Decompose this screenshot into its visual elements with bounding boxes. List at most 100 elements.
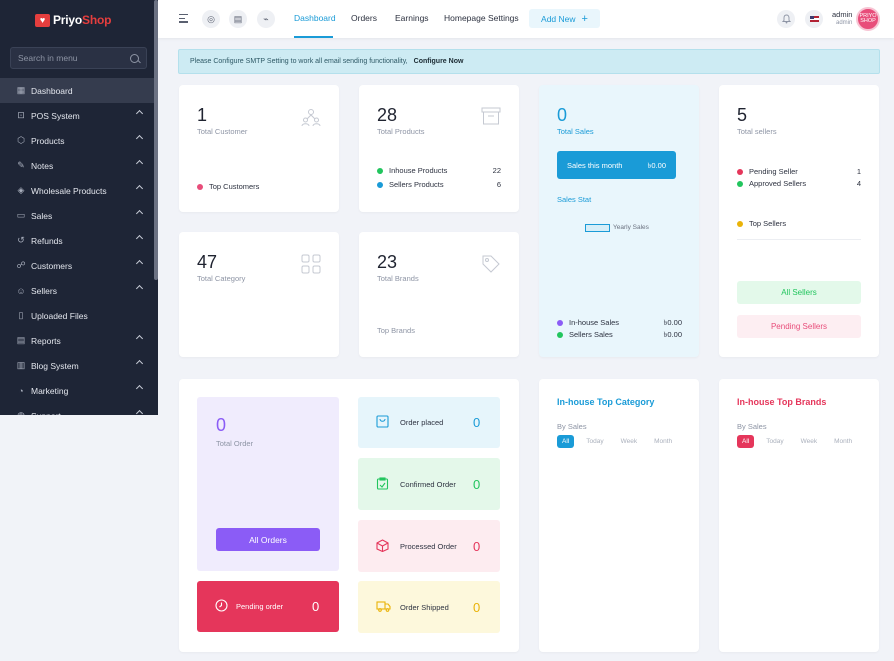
sellers-products-row[interactable]: Sellers Products xyxy=(377,180,444,189)
chevron-up-icon[interactable] xyxy=(135,384,144,393)
nav-earnings[interactable]: Earnings xyxy=(395,13,429,23)
alert-message: Please Configure SMTP Setting to work al… xyxy=(190,58,408,65)
language-flag-icon[interactable] xyxy=(805,10,823,28)
logo-heart-icon: ♥ xyxy=(35,13,50,27)
order-placed-value: 0 xyxy=(473,415,481,430)
top-sellers-row[interactable]: Top Sellers xyxy=(737,219,786,228)
add-new-label: Add New xyxy=(541,13,576,24)
pending-seller-value: 1 xyxy=(856,167,861,176)
category-card: 47 Total Category xyxy=(179,232,339,357)
document-icon[interactable]: ▤ xyxy=(229,10,247,28)
filter-month[interactable]: Month xyxy=(834,438,853,445)
sidebar-item-products[interactable]: ⬡ Products xyxy=(0,128,156,153)
sidebar-item-pos-system[interactable]: ⊡ POS System xyxy=(0,103,156,128)
inhouse-sales-row[interactable]: In-house Sales xyxy=(557,318,619,327)
brand-logo[interactable]: ♥ PriyoShop xyxy=(35,12,111,28)
green-dot xyxy=(557,331,563,338)
sales-this-month-box: Sales this month ৳0.00 xyxy=(557,151,676,179)
add-new-button[interactable]: Add New + xyxy=(529,9,600,28)
brand-name: PriyoShop xyxy=(53,13,112,27)
filter-all[interactable]: All xyxy=(737,435,755,448)
top-brands-card: In-house Top Brands By Sales All Today Wee… xyxy=(719,379,879,652)
sidebar-item-sellers[interactable]: ☺ Sellers xyxy=(0,278,156,303)
chevron-up-icon[interactable] xyxy=(135,159,144,168)
search-icon[interactable] xyxy=(130,53,139,63)
confirmed-order-value: 0 xyxy=(473,477,481,492)
globe-icon[interactable]: ◎ xyxy=(202,10,220,28)
sellers-sales-row[interactable]: Sellers Sales xyxy=(557,330,613,339)
filter-week[interactable]: Week xyxy=(620,438,638,445)
filter-today[interactable]: Today xyxy=(766,438,784,445)
chevron-up-icon[interactable] xyxy=(135,134,144,143)
processed-order-tile[interactable]: Processed Order 0 xyxy=(358,520,500,572)
total-customer-value: 1 xyxy=(197,105,208,125)
sidebar-item-customers[interactable]: ☍ Customers xyxy=(0,253,156,278)
sidebar-item-dashboard[interactable]: ▦ Dashboard xyxy=(0,78,156,103)
top-category-title: In-house Top Category xyxy=(557,397,655,407)
sidebar-search-input[interactable] xyxy=(18,53,130,63)
sellers-sales-value: ৳0.00 xyxy=(663,330,682,339)
sellers-products-label: Sellers Products xyxy=(389,180,444,189)
sidebar-item-wholesale-products[interactable]: ◈ Wholesale Products xyxy=(0,178,156,203)
pink-dot xyxy=(197,183,203,190)
sidebar-item-notes[interactable]: ✎ Notes xyxy=(0,153,156,178)
sidebar-item-uploaded-files[interactable]: ▯ Uploaded Files xyxy=(0,303,156,328)
nav-dashboard[interactable]: Dashboard xyxy=(294,13,336,23)
customers-icon: ☍ xyxy=(16,260,26,270)
total-order-panel: 0 Total Order All Orders xyxy=(197,397,339,571)
products-card: 28 Total Products Inhouse Products 22 Se… xyxy=(359,85,519,212)
sidebar-item-support[interactable]: ◍ Support xyxy=(0,403,156,415)
refund-icon: ↺ xyxy=(17,235,25,245)
approved-sellers-row[interactable]: Approved Sellers xyxy=(737,179,806,188)
avatar[interactable]: PRIYO SHOP xyxy=(856,7,880,31)
chevron-up-icon[interactable] xyxy=(135,209,144,218)
all-sellers-button[interactable]: All Sellers xyxy=(737,281,861,304)
chevron-up-icon[interactable] xyxy=(135,409,144,415)
confirmed-order-tile[interactable]: Confirmed Order 0 xyxy=(358,458,500,510)
filter-month[interactable]: Month xyxy=(654,438,673,445)
chevron-up-icon[interactable] xyxy=(135,334,144,343)
sidebar-item-label: Customers xyxy=(31,260,73,271)
sidebar-item-blog-system[interactable]: ▥ Blog System xyxy=(0,353,156,378)
chevron-up-icon[interactable] xyxy=(135,234,144,243)
filter-today[interactable]: Today xyxy=(586,438,604,445)
chevron-up-icon[interactable] xyxy=(135,284,144,293)
inhouse-products-value: 22 xyxy=(492,166,501,175)
sidebar-item-sales[interactable]: ▭ Sales xyxy=(0,203,156,228)
chevron-up-icon[interactable] xyxy=(135,259,144,268)
sidebar-item-refunds[interactable]: ↺ Refunds xyxy=(0,228,156,253)
all-orders-button[interactable]: All Orders xyxy=(216,528,320,551)
bell-icon[interactable] xyxy=(777,10,795,28)
truck-icon xyxy=(376,600,391,615)
chevron-up-icon[interactable] xyxy=(135,184,144,193)
pending-sellers-button[interactable]: Pending Sellers xyxy=(737,315,861,338)
blog-icon: ▥ xyxy=(16,360,26,370)
yearly-sales-legend-swatch[interactable] xyxy=(585,224,610,232)
pending-seller-row[interactable]: Pending Seller xyxy=(737,167,798,176)
order-placed-tile[interactable]: Order placed 0 xyxy=(358,397,500,448)
menu-toggle-icon[interactable] xyxy=(179,14,188,23)
chevron-up-icon[interactable] xyxy=(135,359,144,368)
total-order-value: 0 xyxy=(216,415,227,435)
inhouse-products-label: Inhouse Products xyxy=(389,166,448,175)
yellow-dot xyxy=(737,220,743,227)
filter-week[interactable]: Week xyxy=(800,438,818,445)
brands-card: 23 Total Brands Top Brands xyxy=(359,232,519,357)
top-brands-filters: All Today Week Month xyxy=(737,435,864,448)
sidebar-item-marketing[interactable]: ◔ Marketing xyxy=(0,378,156,403)
chevron-up-icon[interactable] xyxy=(135,109,144,118)
order-shipped-tile[interactable]: Order Shipped 0 xyxy=(358,581,500,633)
sidebar-item-reports[interactable]: ▤ Reports xyxy=(0,328,156,353)
configure-now-link[interactable]: Configure Now xyxy=(413,58,464,65)
filter-all[interactable]: All xyxy=(557,435,575,448)
confirmed-order-icon xyxy=(376,477,389,493)
top-brands-label[interactable]: Top Brands xyxy=(377,326,415,335)
nav-homepage-settings[interactable]: Homepage Settings xyxy=(444,13,519,23)
nav-orders[interactable]: Orders xyxy=(351,13,377,23)
pending-order-tile[interactable]: Pending order 0 xyxy=(197,581,339,632)
total-products-value: 28 xyxy=(377,105,398,125)
broom-icon[interactable]: ⌁ xyxy=(257,10,275,28)
top-customers-row[interactable]: Top Customers xyxy=(197,182,259,191)
inhouse-products-row[interactable]: Inhouse Products xyxy=(377,166,447,175)
sidebar-scrollbar[interactable] xyxy=(154,0,158,280)
